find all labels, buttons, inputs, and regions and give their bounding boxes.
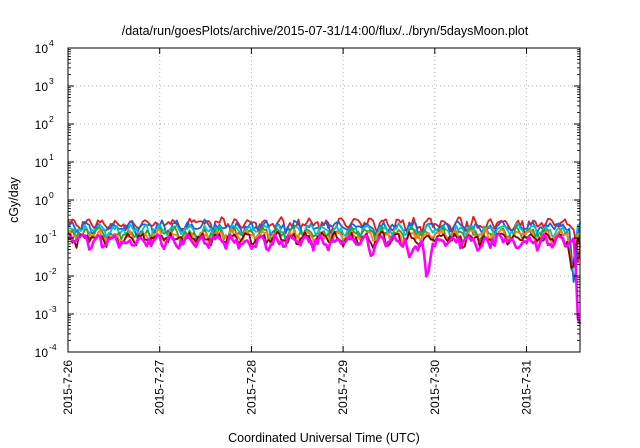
- y-tick-exponent: 2: [49, 114, 54, 124]
- series-layer: [67, 215, 582, 325]
- y-tick-label: 10: [35, 118, 49, 132]
- y-tick-label: 10: [35, 42, 49, 56]
- series-line: [67, 222, 581, 272]
- series-line: [67, 215, 581, 264]
- y-tick-label: 10: [35, 232, 49, 246]
- y-tick-label: 10: [35, 308, 49, 322]
- y-tick-exponent: -2: [49, 266, 57, 276]
- x-axis-label: Coordinated Universal Time (UTC): [228, 431, 420, 445]
- y-tick-exponent: 0: [49, 190, 54, 200]
- x-tick-label: 2015-7-27: [153, 360, 167, 415]
- y-tick-label: 10: [35, 270, 49, 284]
- y-tick-exponent: 1: [49, 152, 54, 162]
- y-tick-exponent: 4: [49, 38, 54, 48]
- x-tick-label: 2015-7-26: [61, 360, 75, 415]
- y-tick-exponent: -1: [49, 228, 57, 238]
- y-tick-exponent: -3: [49, 304, 57, 314]
- y-tick-label: 10: [35, 156, 49, 170]
- y-tick-exponent: 3: [49, 76, 54, 86]
- x-tick-label: 2015-7-28: [244, 360, 258, 415]
- x-axis: 2015-7-26 2015-7-27 2015-7-28 2015-7-29 2015…: [61, 48, 534, 415]
- y-axis-label: cGy/day: [7, 176, 21, 223]
- series-line: [67, 233, 582, 325]
- y-tick-label: 10: [35, 80, 49, 94]
- y-tick-label: 10: [35, 194, 49, 208]
- x-tick-label: 2015-7-30: [428, 360, 442, 415]
- x-tick-label: 2015-7-29: [336, 360, 350, 415]
- y-tick-exponent: -4: [49, 342, 57, 352]
- series-line: [67, 227, 581, 269]
- y-tick-label: 10: [35, 346, 49, 360]
- chart-title: /data/run/goesPlots/archive/2015-07-31/1…: [122, 24, 529, 38]
- x-tick-label: 2015-7-31: [520, 360, 534, 415]
